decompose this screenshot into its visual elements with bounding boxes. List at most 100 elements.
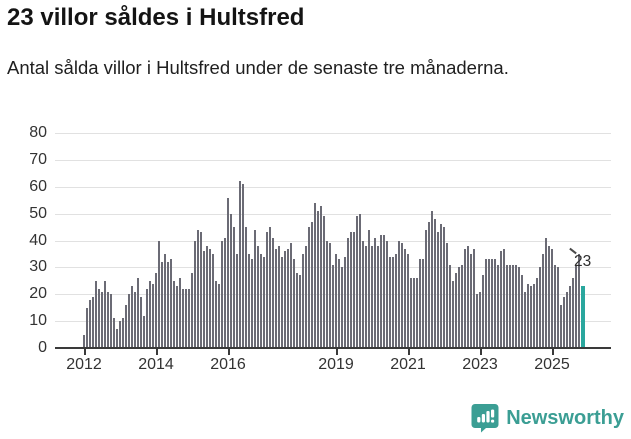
bar bbox=[257, 245, 260, 348]
bar bbox=[539, 267, 542, 348]
bar bbox=[188, 288, 191, 348]
bar bbox=[209, 248, 212, 348]
gridline bbox=[55, 213, 611, 215]
bar bbox=[299, 275, 302, 348]
bar bbox=[371, 245, 374, 348]
bar bbox=[284, 251, 287, 348]
bar bbox=[395, 253, 398, 348]
bar bbox=[380, 235, 383, 348]
bar bbox=[203, 251, 206, 348]
bar bbox=[113, 318, 116, 348]
bar bbox=[212, 253, 215, 348]
bar bbox=[278, 245, 281, 348]
x-tick bbox=[480, 349, 482, 355]
bar bbox=[242, 184, 245, 348]
bar bbox=[368, 229, 371, 348]
bar bbox=[374, 237, 377, 348]
bar bbox=[254, 229, 257, 348]
x-tick bbox=[336, 349, 338, 355]
x-axis-line bbox=[55, 347, 611, 349]
bar bbox=[329, 243, 332, 348]
bar bbox=[419, 259, 422, 348]
bar bbox=[560, 305, 563, 348]
gridline bbox=[55, 159, 611, 161]
x-tick bbox=[408, 349, 410, 355]
y-tick-label: 10 bbox=[29, 312, 47, 330]
bar bbox=[404, 248, 407, 348]
bar bbox=[269, 227, 272, 348]
bar bbox=[479, 291, 482, 348]
bar bbox=[317, 210, 320, 348]
annotation-pointer-icon bbox=[569, 247, 577, 255]
bar bbox=[185, 288, 188, 348]
bar bbox=[566, 291, 569, 348]
bar bbox=[545, 237, 548, 348]
bar bbox=[308, 227, 311, 348]
bar bbox=[293, 259, 296, 348]
bar bbox=[485, 259, 488, 348]
bar bbox=[191, 272, 194, 348]
bar bbox=[311, 221, 314, 348]
x-tick bbox=[156, 349, 158, 355]
bar bbox=[434, 219, 437, 348]
bar bbox=[119, 321, 122, 348]
gridline bbox=[55, 133, 611, 134]
bar bbox=[122, 318, 125, 348]
bar bbox=[512, 264, 515, 348]
bar bbox=[275, 248, 278, 348]
bar bbox=[518, 267, 521, 348]
bar bbox=[497, 264, 500, 348]
x-tick bbox=[552, 349, 554, 355]
x-tick-label: 2021 bbox=[390, 356, 426, 373]
bar bbox=[131, 286, 134, 348]
x-tick-label: 2025 bbox=[534, 356, 570, 373]
bar bbox=[575, 264, 578, 348]
bar bbox=[455, 272, 458, 348]
x-tick-label: 2012 bbox=[66, 356, 102, 373]
bar bbox=[548, 245, 551, 348]
bar bbox=[125, 305, 128, 348]
bar bbox=[437, 232, 440, 348]
bar bbox=[218, 283, 221, 348]
bar bbox=[530, 286, 533, 348]
bar bbox=[173, 280, 176, 348]
bar bbox=[401, 243, 404, 348]
bar bbox=[167, 262, 170, 348]
bar bbox=[200, 232, 203, 348]
bar bbox=[359, 213, 362, 348]
bar bbox=[287, 248, 290, 348]
bar bbox=[524, 291, 527, 348]
bar bbox=[164, 253, 167, 348]
y-tick-label: 30 bbox=[29, 258, 47, 276]
bar bbox=[92, 296, 95, 348]
bar bbox=[302, 253, 305, 348]
bar bbox=[443, 227, 446, 348]
bar bbox=[314, 202, 317, 348]
bar bbox=[551, 248, 554, 348]
bar bbox=[323, 216, 326, 348]
bar bbox=[260, 253, 263, 348]
bar bbox=[365, 245, 368, 348]
bar bbox=[341, 267, 344, 348]
bar bbox=[104, 280, 107, 348]
bar bbox=[425, 229, 428, 348]
bar bbox=[140, 296, 143, 348]
bar bbox=[155, 272, 158, 348]
bar bbox=[251, 259, 254, 348]
bar bbox=[101, 291, 104, 348]
brand-name: Newsworthy bbox=[506, 406, 624, 429]
bar bbox=[206, 245, 209, 348]
bar bbox=[224, 237, 227, 348]
bar bbox=[152, 283, 155, 348]
y-tick-label: 70 bbox=[29, 150, 47, 168]
bar bbox=[467, 245, 470, 348]
bar bbox=[239, 181, 242, 348]
bar bbox=[476, 294, 479, 348]
x-tick bbox=[84, 349, 86, 355]
bar bbox=[134, 291, 137, 348]
bar bbox=[473, 248, 476, 348]
bar bbox=[137, 278, 140, 348]
bar bbox=[344, 256, 347, 348]
y-tick-label: 50 bbox=[29, 204, 47, 222]
bar bbox=[416, 278, 419, 348]
